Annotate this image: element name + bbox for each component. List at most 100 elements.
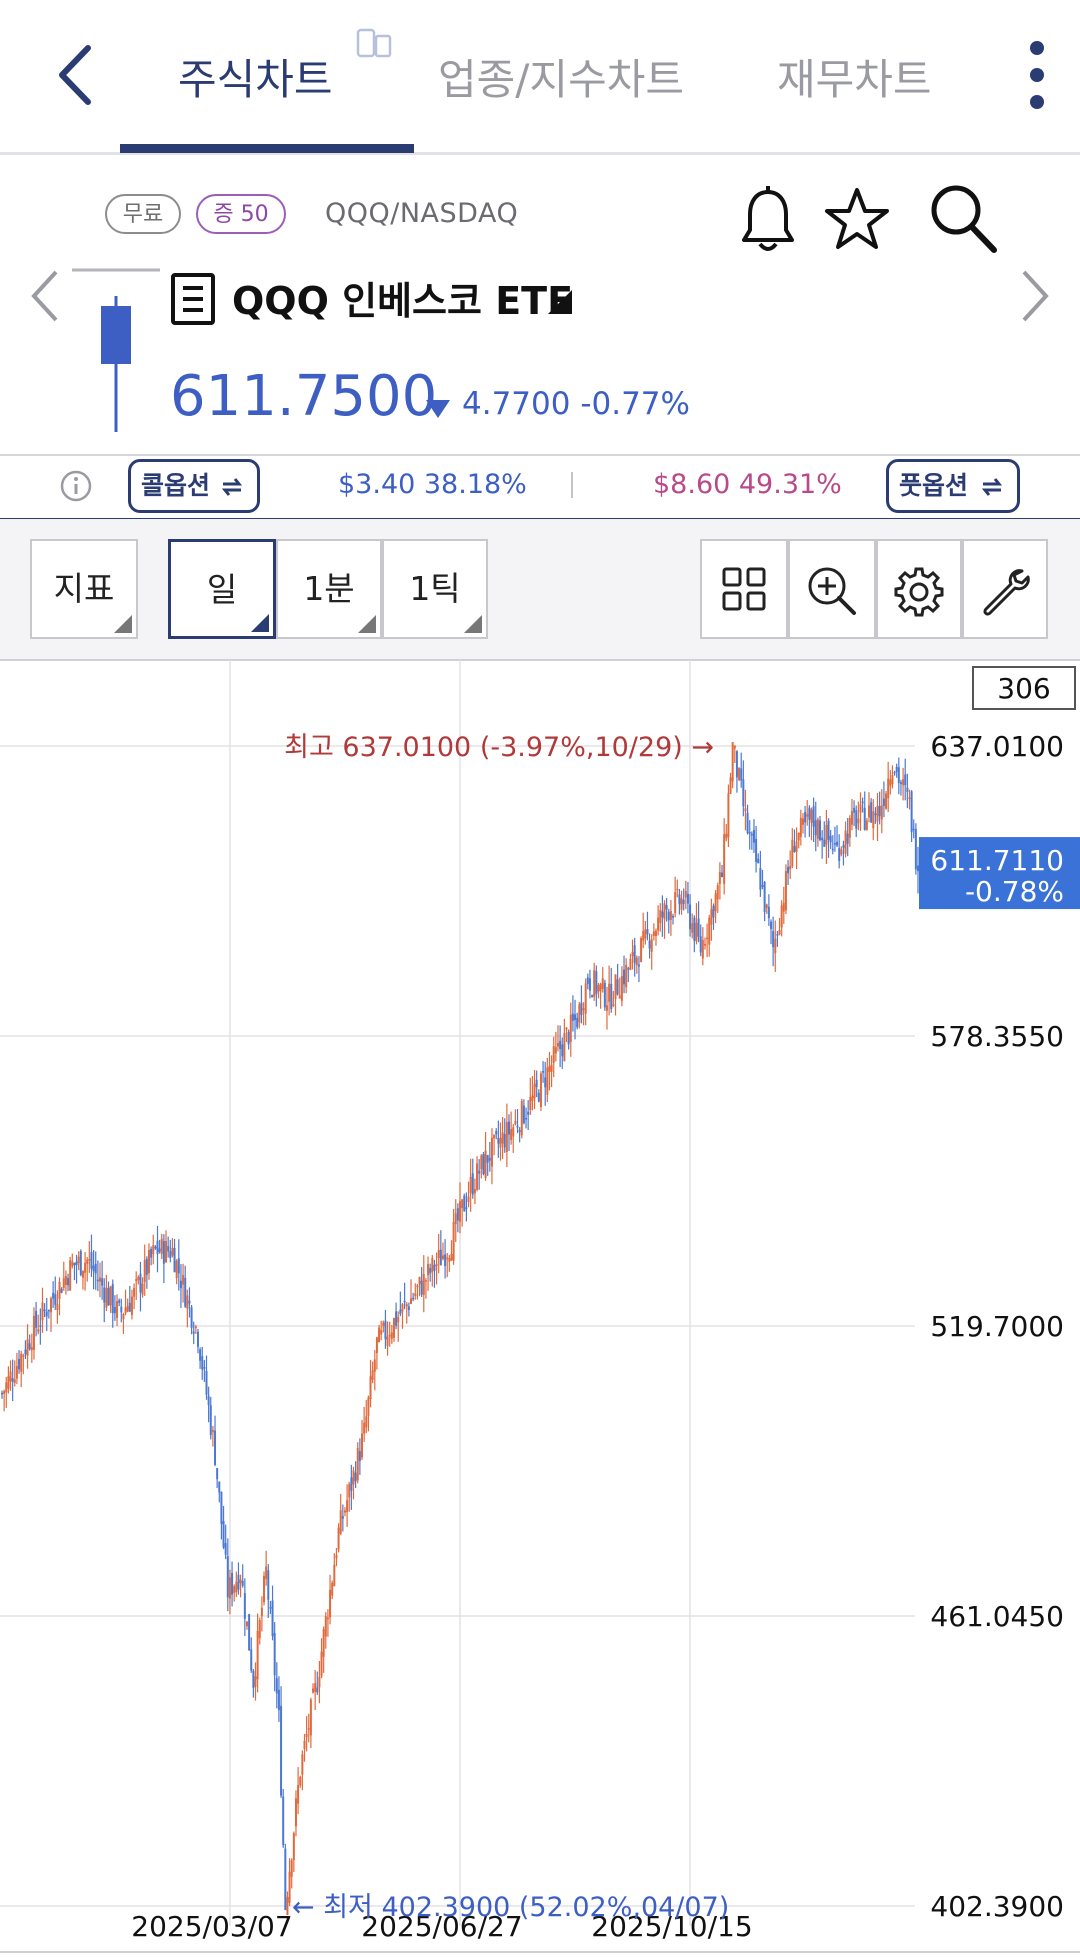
alarm-bell-icon[interactable] (740, 186, 796, 258)
tools-button[interactable] (962, 539, 1048, 639)
candle-body (831, 848, 834, 851)
candle-body (829, 835, 832, 843)
candle-body (43, 1309, 46, 1312)
stock-list-icon[interactable] (170, 272, 216, 326)
period-1tick-button[interactable]: 1틱 (382, 539, 488, 639)
period-1min-label: 1분 (303, 569, 355, 608)
candle-body (256, 1630, 259, 1680)
top-nav (0, 0, 1080, 155)
candle-body (365, 1416, 368, 1428)
candle-body (75, 1261, 78, 1266)
candle-body (9, 1371, 12, 1382)
info-icon[interactable] (60, 470, 92, 502)
settings-button[interactable] (876, 539, 962, 639)
candle-body (833, 843, 836, 845)
candle-body (109, 1286, 112, 1306)
candle-body (614, 974, 617, 999)
candle-body (275, 1678, 278, 1694)
candle-body (371, 1370, 374, 1380)
candle-body (20, 1353, 23, 1372)
candle-body (384, 1320, 387, 1340)
high-annotation: 최고 637.0100 (-3.97%,10/29) → (284, 732, 714, 763)
device-switch-icon[interactable] (356, 26, 394, 62)
candle-body (160, 1238, 163, 1255)
price-change: 4.7700 -0.77% (462, 386, 690, 422)
mini-candle-icon (72, 268, 160, 432)
candle-body (836, 841, 839, 846)
candle-body (699, 936, 702, 953)
indicator-label: 지표 (53, 569, 115, 608)
favorite-star-icon[interactable] (824, 186, 890, 252)
candle-body (252, 1670, 255, 1688)
zoom-in-icon (808, 567, 856, 615)
candle-body (224, 1543, 227, 1555)
candle-body (665, 905, 668, 910)
candle-body (748, 832, 751, 834)
wrench-icon (983, 569, 1030, 616)
stock-dropdown-icon[interactable] (546, 288, 574, 316)
y-tick-label: 519.7000 (930, 1310, 1064, 1343)
candle-body (876, 806, 879, 822)
period-day-button[interactable]: 일 (168, 539, 276, 639)
candle-body (750, 833, 753, 836)
put-option-button[interactable]: 풋옵션 (886, 459, 1020, 513)
candle-body (827, 820, 830, 840)
prev-stock-icon[interactable] (28, 268, 62, 324)
candle-body (459, 1201, 461, 1222)
candle-body (412, 1297, 415, 1300)
more-menu-icon[interactable] (1024, 38, 1050, 112)
candle-body (776, 934, 779, 936)
tab-sector-index-chart[interactable]: 업종/지수차트 (438, 55, 684, 104)
candle-body (403, 1300, 406, 1303)
candle-body (356, 1447, 359, 1481)
stock-name[interactable]: QQQ 인베스코 ETF (232, 279, 574, 323)
candle-body (122, 1314, 125, 1320)
free-badge: 무료 (105, 194, 181, 234)
candle-body (322, 1629, 325, 1657)
y-tick-label: 402.3900 (930, 1890, 1064, 1923)
candle-body (343, 1510, 346, 1513)
candle-body (186, 1295, 189, 1309)
candle-body (32, 1315, 35, 1350)
tab-financial-chart[interactable]: 재무차트 (777, 55, 932, 104)
candle-body (885, 793, 888, 809)
candle-body (633, 945, 636, 963)
candle-body (701, 939, 704, 959)
candle-body (41, 1302, 44, 1321)
candle-body (612, 1004, 615, 1006)
candle-body (363, 1422, 366, 1434)
candle-body (770, 921, 773, 929)
zoom-in-button[interactable] (788, 539, 876, 639)
period-1min-button[interactable]: 1분 (276, 539, 382, 639)
layout-grid-button[interactable] (700, 539, 788, 639)
price-chart[interactable]: 637.0100 578.3550 519.7000 461.0450 402.3900… (0, 660, 1080, 1958)
candle-body (757, 858, 760, 864)
candle-body (199, 1349, 202, 1361)
candle-count-box[interactable]: 306 (972, 666, 1076, 710)
candle-body (848, 818, 851, 838)
chart-labels: 637.0100 578.3550 519.7000 461.0450 402.3900… (131, 730, 1080, 1943)
candle-body (196, 1331, 199, 1347)
candle-body (476, 1163, 479, 1190)
indicator-button[interactable]: 지표 (30, 539, 138, 639)
candle-body (804, 811, 807, 823)
tab-stock-chart[interactable]: 주식차트 (178, 55, 333, 104)
candle-body (405, 1304, 408, 1307)
candle-body (282, 1796, 285, 1845)
candle-body (62, 1278, 65, 1288)
call-option-button[interactable]: 콜옵션 (128, 459, 260, 513)
candle-body (629, 958, 632, 970)
candle-body (816, 819, 819, 839)
candle-body (574, 1014, 577, 1021)
candle-body (917, 865, 919, 872)
search-icon[interactable] (928, 182, 998, 254)
back-icon[interactable] (54, 44, 94, 106)
candle-body (657, 917, 660, 931)
candle-body (516, 1125, 519, 1128)
candle-body (733, 745, 736, 749)
candle-body (686, 893, 689, 904)
candle-body (39, 1325, 42, 1327)
next-stock-icon[interactable] (1018, 268, 1052, 324)
candle-body (177, 1258, 180, 1274)
candle-body (752, 829, 755, 843)
